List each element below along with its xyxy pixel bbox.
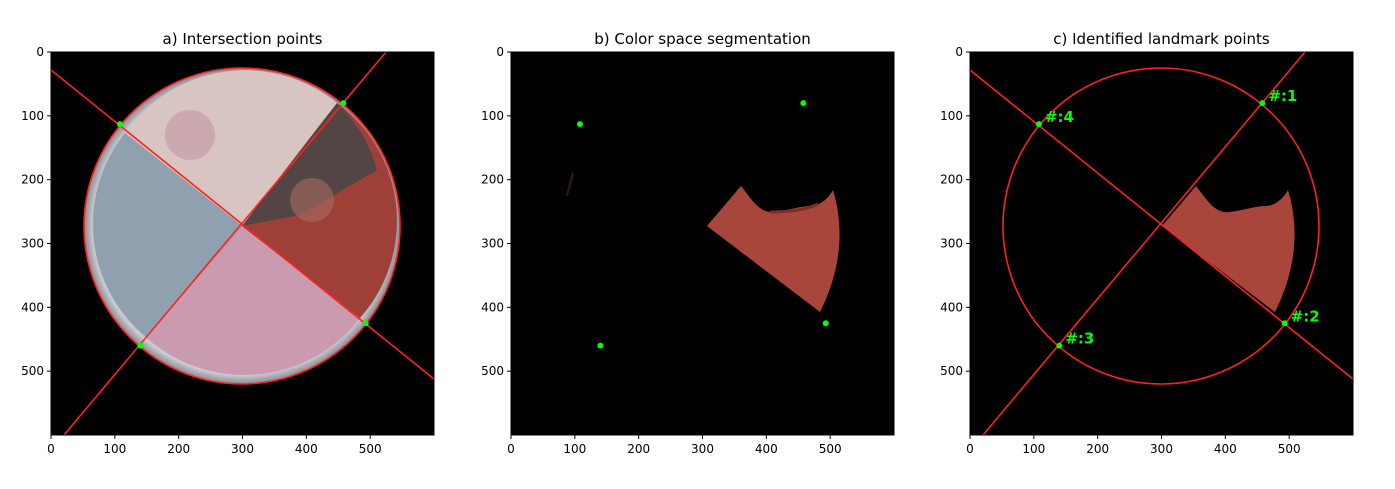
segmented-region xyxy=(1162,186,1295,312)
cross-line xyxy=(970,69,1353,380)
landmark-point xyxy=(362,320,369,327)
panel-title: b) Color space segmentation xyxy=(594,30,811,48)
cross-line xyxy=(51,69,434,380)
y-tick-label: 400 xyxy=(940,300,963,314)
cross-line xyxy=(63,52,387,435)
x-tick-label: 300 xyxy=(1150,442,1173,456)
y-tick-label: 100 xyxy=(481,109,504,123)
x-tick-label: 200 xyxy=(1086,442,1109,456)
panel-title: c) Identified landmark points xyxy=(1053,30,1270,48)
photo-b xyxy=(511,52,894,435)
photo-a xyxy=(51,52,434,435)
landmark-point xyxy=(340,100,347,107)
panel-b: b) Color space segmentation 0 100 200 300 40… xyxy=(481,30,895,456)
landmark-label: #:2 xyxy=(1291,307,1320,325)
x-tick-label: 400 xyxy=(295,442,318,456)
x-tick-label: 0 xyxy=(47,442,55,456)
panel-a: a) Intersection points 0 100 200 300 400 500 … xyxy=(21,30,435,456)
landmark-label: #:1 xyxy=(1268,87,1297,105)
y-tick-label: 500 xyxy=(481,364,504,378)
y-tick-label: 0 xyxy=(955,45,963,59)
x-tick-label: 100 xyxy=(563,442,586,456)
y-tick-label: 300 xyxy=(21,237,44,251)
photo-c xyxy=(970,52,1353,435)
dish-outline xyxy=(83,67,401,385)
y-tick-label: 200 xyxy=(481,173,504,187)
y-tick-label: 0 xyxy=(36,45,44,59)
x-tick-label: 100 xyxy=(1022,442,1045,456)
y-tick-label: 0 xyxy=(496,45,504,59)
x-tick-label: 0 xyxy=(966,442,974,456)
x-tick-label: 200 xyxy=(627,442,650,456)
y-tick-label: 300 xyxy=(940,237,963,251)
dish-outline xyxy=(1002,67,1320,385)
x-tick-label: 400 xyxy=(1214,442,1237,456)
landmark-point xyxy=(1259,100,1266,107)
landmark-point xyxy=(1056,342,1063,349)
landmark-point xyxy=(1281,320,1288,327)
landmark-label: #:4 xyxy=(1045,108,1074,126)
cross-line xyxy=(982,52,1306,435)
y-tick-label: 100 xyxy=(21,109,44,123)
x-tick-label: 300 xyxy=(231,442,254,456)
panel-c: c) Identified landmark points #:1 #:2 #:3 #… xyxy=(940,30,1354,456)
x-tick-label: 200 xyxy=(167,442,190,456)
x-tick-label: 300 xyxy=(691,442,714,456)
y-tick-label: 400 xyxy=(21,300,44,314)
y-tick-label: 200 xyxy=(940,173,963,187)
landmark-point xyxy=(597,342,604,349)
x-tick-label: 100 xyxy=(103,442,126,456)
landmark-point xyxy=(800,100,807,107)
landmark-point xyxy=(576,121,583,128)
y-tick-label: 500 xyxy=(21,364,44,378)
landmark-point xyxy=(116,121,123,128)
y-tick-label: 500 xyxy=(940,364,963,378)
landmark-point xyxy=(137,342,144,349)
x-tick-label: 500 xyxy=(359,442,382,456)
x-tick-label: 0 xyxy=(507,442,515,456)
x-tick-label: 500 xyxy=(819,442,842,456)
panel-title: a) Intersection points xyxy=(163,30,323,48)
x-tick-label: 400 xyxy=(755,442,778,456)
landmark-label: #:3 xyxy=(1065,330,1094,348)
y-tick-label: 400 xyxy=(481,300,504,314)
y-tick-label: 100 xyxy=(940,109,963,123)
y-tick-label: 200 xyxy=(21,173,44,187)
segmented-region xyxy=(707,186,840,312)
landmark-point xyxy=(1035,121,1042,128)
y-tick-label: 300 xyxy=(481,237,504,251)
landmark-point xyxy=(822,320,829,327)
x-tick-label: 500 xyxy=(1278,442,1301,456)
